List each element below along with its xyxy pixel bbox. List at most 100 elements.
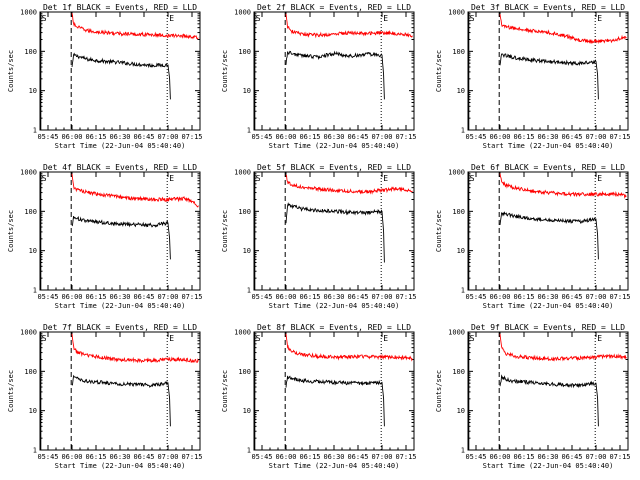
x-tick-label: 06:30 <box>109 133 130 141</box>
x-tick-label: 05:45 <box>251 453 272 461</box>
y-tick-label: 1000 <box>448 329 465 337</box>
x-tick-label: 07:15 <box>181 453 202 461</box>
plot-frame <box>253 331 415 451</box>
series-line-lld <box>285 174 413 195</box>
x-tick-label: 06:00 <box>61 133 82 141</box>
chart-title: Det 9f BLACK = Events, RED = LLD <box>471 323 625 332</box>
y-tick-label: 1 <box>33 447 37 455</box>
y-tick-label: 1000 <box>20 329 37 337</box>
chart-panel-6: Det 6f BLACK = Events, RED = LLD 1 10 100 10… <box>435 163 631 310</box>
plot-frame <box>253 11 415 131</box>
y-tick-label: 1000 <box>234 169 251 177</box>
y-axis-label: Counts/sec <box>7 210 15 252</box>
end-marker-label: E <box>383 174 388 183</box>
end-marker-label: E <box>597 14 602 23</box>
chart-panel-1: Det 1f BLACK = Events, RED = LLD 1 10 100 10… <box>7 3 203 150</box>
y-tick-label: 1000 <box>448 169 465 177</box>
x-tick-label: 07:00 <box>371 293 392 301</box>
series-line-events <box>71 52 171 100</box>
start-marker-label: S <box>470 334 475 343</box>
series-line-events <box>499 374 599 427</box>
series-line-events <box>71 215 171 260</box>
x-axis-label: Start Time (22-Jun-04 05:40:40) <box>55 462 186 470</box>
y-tick-label: 1000 <box>20 9 37 17</box>
x-tick-label: 05:45 <box>37 293 58 301</box>
x-tick-label: 07:00 <box>157 453 178 461</box>
end-marker-label: E <box>383 14 388 23</box>
x-tick-label: 05:45 <box>37 133 58 141</box>
y-tick-label: 10 <box>243 87 251 95</box>
start-marker-label: S <box>256 14 261 23</box>
x-tick-label: 06:30 <box>109 293 130 301</box>
x-tick-label: 06:30 <box>323 133 344 141</box>
x-axis-label: Start Time (22-Jun-04 05:40:40) <box>269 302 400 310</box>
y-tick-label: 100 <box>452 208 465 216</box>
y-tick-label: 100 <box>24 368 37 376</box>
series-line-events <box>285 202 385 263</box>
chart-title: Det 4f BLACK = Events, RED = LLD <box>43 163 197 172</box>
x-tick-label: 07:15 <box>395 453 416 461</box>
series-line-lld <box>499 333 627 362</box>
plot-frame <box>39 171 201 291</box>
y-tick-label: 100 <box>238 48 251 56</box>
start-marker-label: S <box>256 334 261 343</box>
chart-panel-8: Det 8f BLACK = Events, RED = LLD 1 10 100 10… <box>221 323 417 470</box>
chart-title: Det 8f BLACK = Events, RED = LLD <box>257 323 411 332</box>
chart-title: Det 1f BLACK = Events, RED = LLD <box>43 3 197 12</box>
x-tick-label: 06:45 <box>133 293 154 301</box>
y-tick-label: 1000 <box>234 9 251 17</box>
chart-panel-2: Det 2f BLACK = Events, RED = LLD 1 10 100 10… <box>221 3 417 150</box>
x-tick-label: 06:00 <box>489 133 510 141</box>
x-tick-label: 06:45 <box>561 293 582 301</box>
x-axis-label: Start Time (22-Jun-04 05:40:40) <box>55 302 186 310</box>
x-axis-label: Start Time (22-Jun-04 05:40:40) <box>269 462 400 470</box>
x-tick-label: 06:45 <box>133 453 154 461</box>
x-tick-label: 05:45 <box>465 133 486 141</box>
series-line-lld <box>71 173 199 208</box>
x-tick-label: 06:15 <box>513 293 534 301</box>
x-tick-label: 07:00 <box>585 293 606 301</box>
y-tick-label: 10 <box>29 407 37 415</box>
start-marker-label: S <box>42 14 47 23</box>
x-tick-label: 06:30 <box>323 293 344 301</box>
x-tick-label: 06:45 <box>347 293 368 301</box>
series-line-lld <box>499 14 627 45</box>
y-axis-label: Counts/sec <box>221 210 229 252</box>
x-axis-label: Start Time (22-Jun-04 05:40:40) <box>55 142 186 150</box>
y-tick-label: 1 <box>461 447 465 455</box>
y-axis-label: Counts/sec <box>7 370 15 412</box>
x-axis-label: Start Time (22-Jun-04 05:40:40) <box>483 302 614 310</box>
y-tick-label: 1000 <box>20 169 37 177</box>
x-tick-label: 06:45 <box>561 453 582 461</box>
series-line-events <box>499 53 599 100</box>
y-tick-label: 1000 <box>234 329 251 337</box>
end-marker-label: E <box>597 174 602 183</box>
series-line-lld <box>71 13 199 40</box>
plot-frame <box>467 171 629 291</box>
chart-title: Det 7f BLACK = Events, RED = LLD <box>43 323 197 332</box>
y-tick-label: 100 <box>238 208 251 216</box>
x-tick-label: 07:00 <box>157 293 178 301</box>
chart-title: Det 6f BLACK = Events, RED = LLD <box>471 163 625 172</box>
end-marker-label: E <box>597 334 602 343</box>
chart-panel-9: Det 9f BLACK = Events, RED = LLD 1 10 100 10… <box>435 323 631 470</box>
x-tick-label: 06:15 <box>85 293 106 301</box>
chart-title: Det 5f BLACK = Events, RED = LLD <box>257 163 411 172</box>
y-tick-label: 100 <box>24 48 37 56</box>
plot-frame <box>39 331 201 451</box>
chart-panel-4: Det 4f BLACK = Events, RED = LLD 1 10 100 10… <box>7 163 203 310</box>
end-marker-label: E <box>169 174 174 183</box>
x-tick-label: 06:15 <box>299 453 320 461</box>
plot-frame <box>467 331 629 451</box>
x-tick-label: 06:00 <box>61 293 82 301</box>
plot-frame <box>467 11 629 131</box>
series-line-lld <box>285 333 413 362</box>
x-tick-label: 07:15 <box>181 133 202 141</box>
x-tick-label: 06:45 <box>347 453 368 461</box>
x-tick-label: 07:15 <box>395 293 416 301</box>
y-tick-label: 10 <box>29 247 37 255</box>
series-line-events <box>285 375 385 427</box>
y-tick-label: 10 <box>243 407 251 415</box>
x-tick-label: 07:15 <box>609 293 630 301</box>
x-tick-label: 06:00 <box>489 293 510 301</box>
